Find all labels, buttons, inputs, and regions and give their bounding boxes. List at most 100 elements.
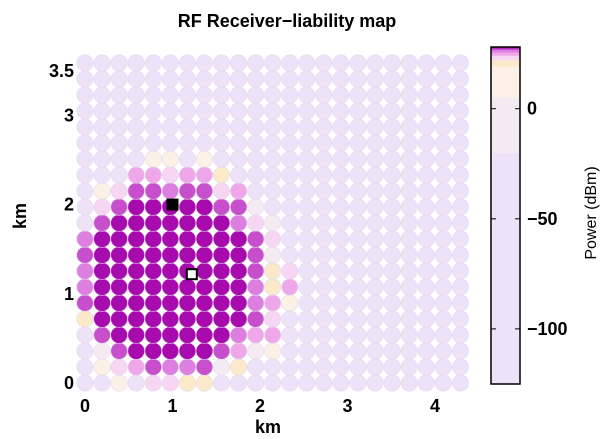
- heatmap-cell: [230, 198, 248, 216]
- heatmap-cell: [366, 54, 384, 72]
- heatmap-cell: [178, 102, 196, 120]
- y-axis-label: km: [10, 203, 30, 229]
- heatmap-cell: [247, 342, 265, 360]
- colorbar-tick-label: 0: [527, 99, 537, 119]
- heatmap-cell: [332, 294, 350, 312]
- heatmap-cell: [332, 198, 350, 216]
- heatmap-cell: [332, 134, 350, 152]
- colorbar-band: [491, 152, 520, 384]
- heatmap-cell: [161, 118, 179, 136]
- heatmap-cell: [247, 86, 265, 104]
- heatmap-cell: [298, 118, 316, 136]
- heatmap-cell: [451, 70, 469, 88]
- heatmap-cell: [315, 358, 333, 376]
- heatmap-cell: [349, 374, 367, 392]
- heatmap-cell: [366, 118, 384, 136]
- heatmap-cell: [434, 86, 452, 104]
- heatmap-cell: [178, 246, 197, 264]
- heatmap-cell: [332, 70, 350, 88]
- heatmap-cell: [434, 182, 452, 200]
- heatmap-cell: [144, 150, 162, 168]
- heatmap-cell: [127, 294, 145, 312]
- heatmap-cell: [332, 310, 350, 328]
- heatmap-cell: [127, 70, 145, 88]
- heatmap-cell: [281, 102, 299, 120]
- heatmap-cell: [451, 118, 469, 136]
- heatmap-cell: [144, 246, 163, 264]
- heatmap-cell: [366, 374, 384, 392]
- heatmap-cell: [400, 150, 418, 168]
- heatmap-cell: [417, 150, 435, 168]
- heatmap-cell: [400, 294, 418, 312]
- heatmap-cell: [281, 118, 299, 136]
- heatmap-cell: [247, 102, 265, 120]
- heatmap-cell: [110, 54, 128, 72]
- heatmap-cell: [213, 150, 231, 168]
- heatmap-cell: [281, 134, 299, 152]
- heatmap-cell: [349, 262, 367, 280]
- heatmap-cell: [127, 86, 145, 104]
- heatmap-cell: [110, 246, 128, 264]
- heatmap-cell: [144, 326, 163, 344]
- heatmap-cell: [110, 134, 128, 152]
- heatmap-cell: [212, 198, 231, 216]
- heatmap-cell: [144, 278, 163, 296]
- x-tick-label: 1: [167, 396, 177, 416]
- heatmap-cell: [144, 166, 162, 184]
- heatmap-cell: [383, 230, 401, 248]
- heatmap-cell: [213, 374, 231, 392]
- heatmap-cell: [349, 246, 367, 264]
- heatmap-cell: [161, 86, 179, 104]
- heatmap-cell: [400, 358, 418, 376]
- heatmap-cell: [76, 230, 94, 248]
- heatmap-cell: [247, 326, 265, 344]
- heatmap-cell: [400, 262, 418, 280]
- heatmap-cell: [195, 86, 213, 104]
- heatmap-cell: [144, 118, 162, 136]
- heatmap-cell: [230, 166, 248, 184]
- heatmap-cell: [110, 182, 128, 200]
- heatmap-cell: [178, 310, 197, 328]
- heatmap-cell: [417, 70, 435, 88]
- heatmap-cell: [434, 326, 452, 344]
- heatmap-cell: [195, 198, 214, 216]
- heatmap-cell: [230, 118, 248, 136]
- heatmap-cell: [144, 70, 162, 88]
- heatmap-cell: [212, 342, 231, 360]
- heatmap-cell: [366, 70, 384, 88]
- heatmap-cell: [144, 358, 162, 376]
- heatmap-cell: [281, 70, 299, 88]
- heatmap-cell: [400, 182, 418, 200]
- heatmap-cell: [195, 310, 214, 328]
- heatmap-cell: [315, 214, 333, 232]
- heatmap-cell: [281, 54, 299, 72]
- heatmap-cell: [417, 134, 435, 152]
- heatmap-cell: [298, 246, 316, 264]
- heatmap-cell: [383, 262, 401, 280]
- heatmap-cell: [213, 54, 231, 72]
- heatmap-cell: [178, 150, 196, 168]
- heatmap-cell: [247, 198, 265, 216]
- heatmap-cell: [349, 310, 367, 328]
- heatmap-cell: [298, 358, 316, 376]
- heatmap-cell: [383, 294, 401, 312]
- heatmap-cell: [93, 86, 111, 104]
- heatmap-cell: [400, 134, 418, 152]
- heatmap-cell: [417, 374, 435, 392]
- x-tick-labels: 0 1 2 3 4: [80, 396, 440, 416]
- heatmap-cell: [383, 214, 401, 232]
- heatmap-cell: [212, 310, 231, 328]
- heatmap-cell: [298, 134, 316, 152]
- heatmap-cell: [212, 230, 231, 248]
- heatmap-cell: [247, 134, 265, 152]
- heatmap-cell: [451, 54, 469, 72]
- heatmap-cell: [366, 166, 384, 184]
- heatmap-cell: [451, 198, 469, 216]
- heatmap-cell: [366, 198, 384, 216]
- heatmap-cell: [434, 246, 452, 264]
- heatmap-cell: [195, 70, 213, 88]
- heatmap-cell: [298, 294, 316, 312]
- heatmap-cell: [332, 150, 350, 168]
- heatmap-cell: [315, 326, 333, 344]
- heatmap-cell: [417, 198, 435, 216]
